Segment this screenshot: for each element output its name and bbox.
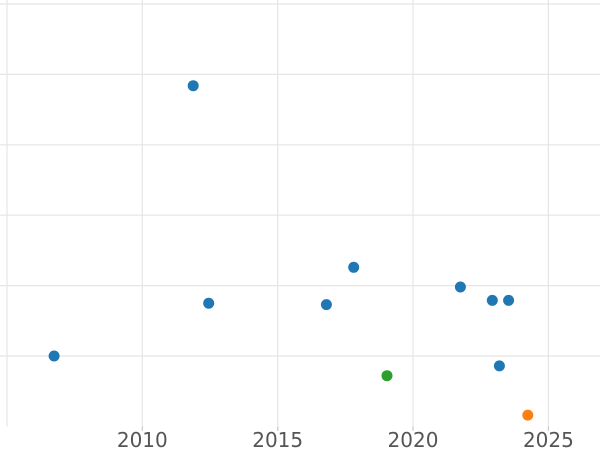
data-point-blue-points (503, 294, 515, 306)
data-point-green-points (381, 370, 393, 382)
data-point-blue-points (348, 261, 360, 273)
x-tick-label: 2025 (523, 428, 574, 450)
data-point-blue-points (486, 294, 498, 306)
x-tick-label: 2010 (117, 428, 168, 450)
data-point-blue-points (187, 80, 199, 92)
data-point-blue-points (493, 360, 505, 372)
data-point-blue-points (454, 281, 466, 293)
data-point-orange-points (522, 409, 534, 421)
x-tick-label: 2020 (388, 428, 439, 450)
data-point-blue-points (203, 297, 215, 309)
x-tick-label: 2015 (252, 428, 303, 450)
data-point-blue-points (48, 350, 60, 362)
data-point-blue-points (320, 299, 332, 311)
